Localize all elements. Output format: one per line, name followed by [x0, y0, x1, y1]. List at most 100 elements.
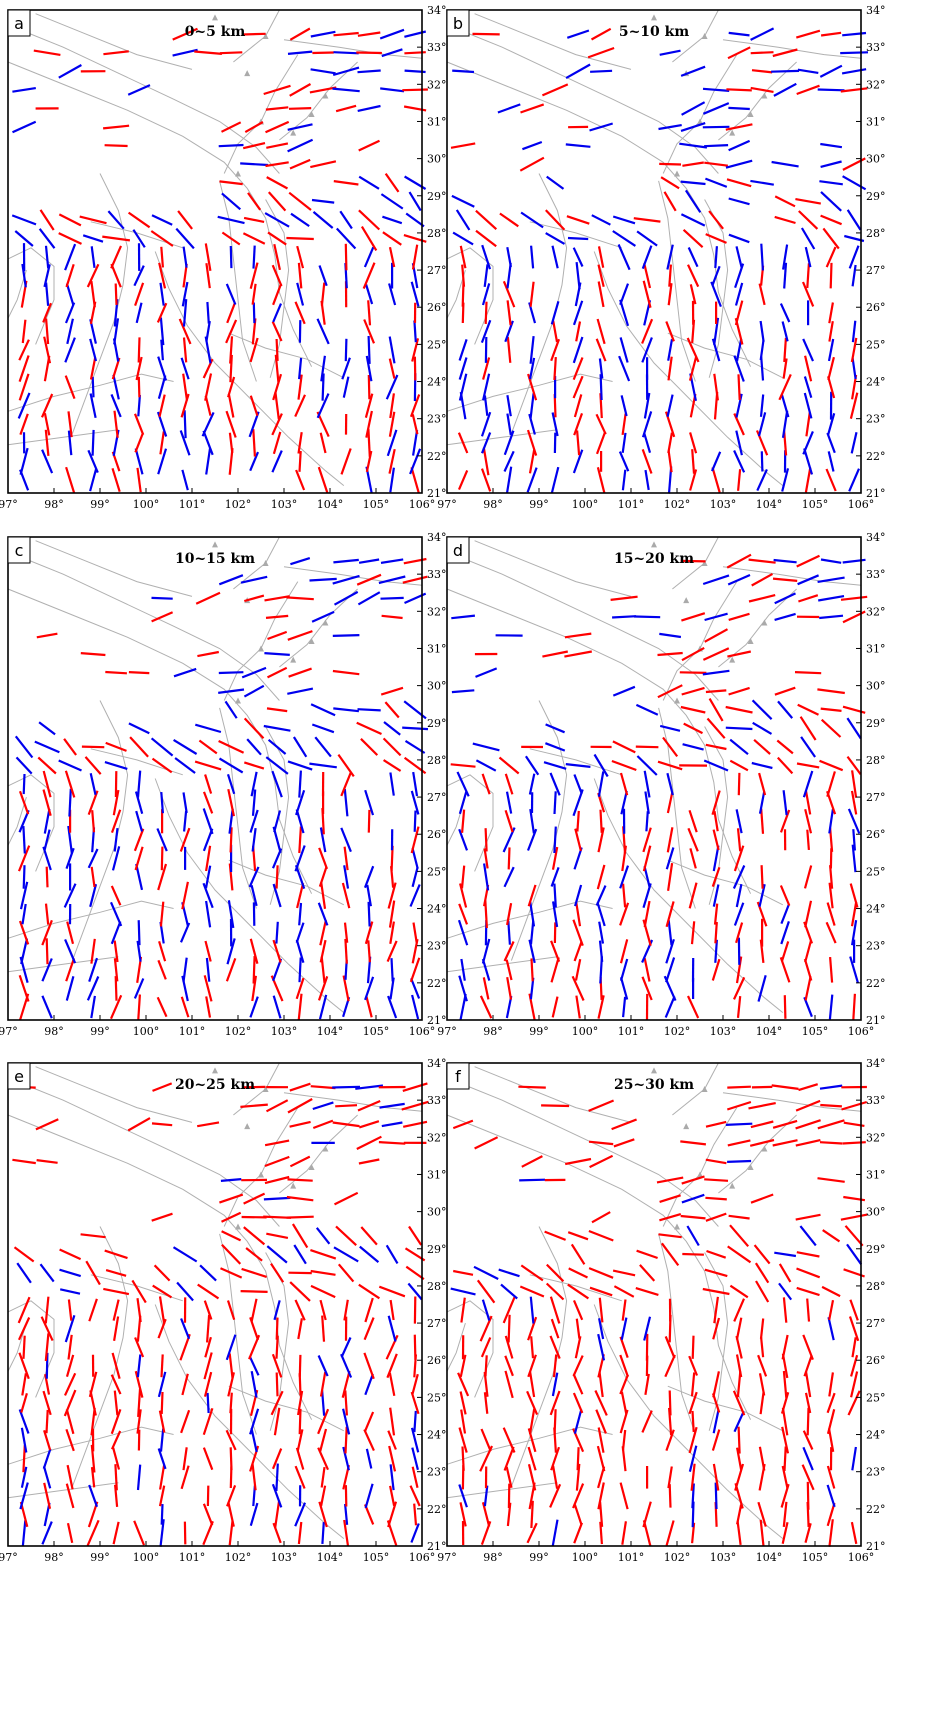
blue-bar — [390, 958, 394, 982]
red-bar — [575, 321, 582, 342]
red-bar — [343, 1519, 350, 1547]
red-bar — [105, 1269, 127, 1277]
blue-bar — [38, 228, 56, 249]
red-bar — [181, 881, 189, 910]
red-bar — [137, 1389, 142, 1417]
red-bar — [40, 393, 54, 418]
x-tick-label: 99° — [529, 1025, 549, 1038]
red-bar — [358, 139, 380, 152]
blue-bar — [612, 230, 637, 247]
blue-bar — [287, 123, 313, 131]
red-bar — [367, 374, 371, 400]
red-bar — [641, 1410, 653, 1433]
blue-bar — [287, 760, 313, 771]
y-tick-label: 32° — [427, 78, 447, 91]
blue-bar — [618, 355, 631, 382]
blue-bar — [619, 958, 629, 982]
red-bar — [43, 336, 52, 364]
red-bar — [298, 1373, 302, 1396]
red-bar — [202, 791, 214, 814]
blue-bar — [89, 468, 98, 492]
red-bar — [312, 51, 334, 55]
red-bar — [551, 996, 559, 1018]
y-tick-label: 27° — [427, 264, 447, 277]
blue-bar — [357, 708, 381, 712]
red-bar — [194, 760, 222, 771]
red-bar — [820, 214, 843, 226]
blue-bar — [39, 1263, 55, 1283]
red-bar — [271, 1353, 283, 1378]
red-bar — [691, 1335, 695, 1359]
blue-bar — [751, 761, 773, 770]
red-bar — [297, 1521, 303, 1545]
red-bar — [152, 1284, 173, 1299]
blue-bar — [182, 957, 188, 983]
y-tick-label: 34° — [866, 531, 886, 544]
blue-bar — [287, 138, 314, 153]
blue-bar — [156, 828, 168, 852]
red-bar — [751, 69, 773, 74]
blue-bar — [321, 373, 325, 401]
blue-bar — [481, 938, 491, 964]
red-bar — [112, 789, 120, 816]
y-tick-label: 29° — [866, 1243, 886, 1256]
red-bar — [795, 1139, 821, 1147]
red-bar — [662, 736, 679, 758]
red-bar — [574, 828, 582, 852]
blue-bar — [127, 84, 151, 96]
blue-bar — [782, 790, 788, 816]
y-tick-label: 26° — [427, 301, 447, 314]
y-tick-label: 28° — [427, 754, 447, 767]
blue-bar — [317, 902, 329, 926]
red-bar — [806, 263, 810, 289]
blue-bar — [319, 827, 327, 853]
blue-bar — [22, 826, 26, 854]
blue-bar — [543, 761, 567, 770]
blue-bar — [344, 338, 348, 362]
fault-trace — [7, 900, 174, 939]
red-bar — [296, 245, 305, 269]
blue-bar — [265, 756, 289, 775]
blue-bar — [636, 230, 658, 247]
red-bar — [18, 790, 30, 815]
blue-bar — [667, 920, 673, 946]
blue-bar — [483, 264, 489, 288]
red-bar — [197, 1121, 220, 1128]
blue-bar — [475, 759, 497, 772]
blue-bar — [481, 244, 492, 270]
red-bar — [180, 1409, 191, 1434]
red-bar — [758, 1373, 766, 1396]
red-bar — [275, 338, 279, 361]
red-bar — [85, 1260, 101, 1286]
blue-bar — [733, 902, 745, 926]
blue-bar — [65, 283, 75, 306]
red-bar — [263, 84, 291, 96]
blue-bar — [312, 1101, 334, 1111]
red-bar — [776, 756, 794, 775]
x-tick-label: 100° — [572, 498, 599, 511]
blue-bar — [781, 410, 789, 438]
thrust-marker — [290, 656, 297, 663]
red-bar — [383, 759, 402, 772]
blue-bar — [220, 1178, 242, 1182]
red-bar — [266, 1232, 289, 1239]
red-bar — [803, 958, 813, 981]
blue-bar — [458, 1484, 468, 1508]
blue-bar — [264, 212, 290, 228]
blue-bar — [42, 1448, 52, 1469]
map-panel-d: 97° 98° 99° 100° 101° 102° 103° 104° 105° 106° 21°… — [437, 531, 901, 1050]
blue-bar — [572, 336, 584, 364]
x-tick-label: 103° — [710, 1025, 737, 1038]
blue-bar — [387, 995, 398, 1019]
red-bar — [659, 1194, 681, 1203]
panel-letter-box — [446, 1062, 470, 1090]
red-bar — [33, 49, 61, 56]
y-tick-label: 24° — [866, 903, 886, 916]
blue-bar — [298, 902, 303, 926]
red-bar — [760, 1337, 765, 1358]
red-bar — [576, 430, 581, 456]
red-bar — [749, 1138, 775, 1147]
blue-bar — [757, 975, 767, 1002]
red-bar — [619, 1354, 629, 1377]
blue-bar — [333, 51, 359, 55]
